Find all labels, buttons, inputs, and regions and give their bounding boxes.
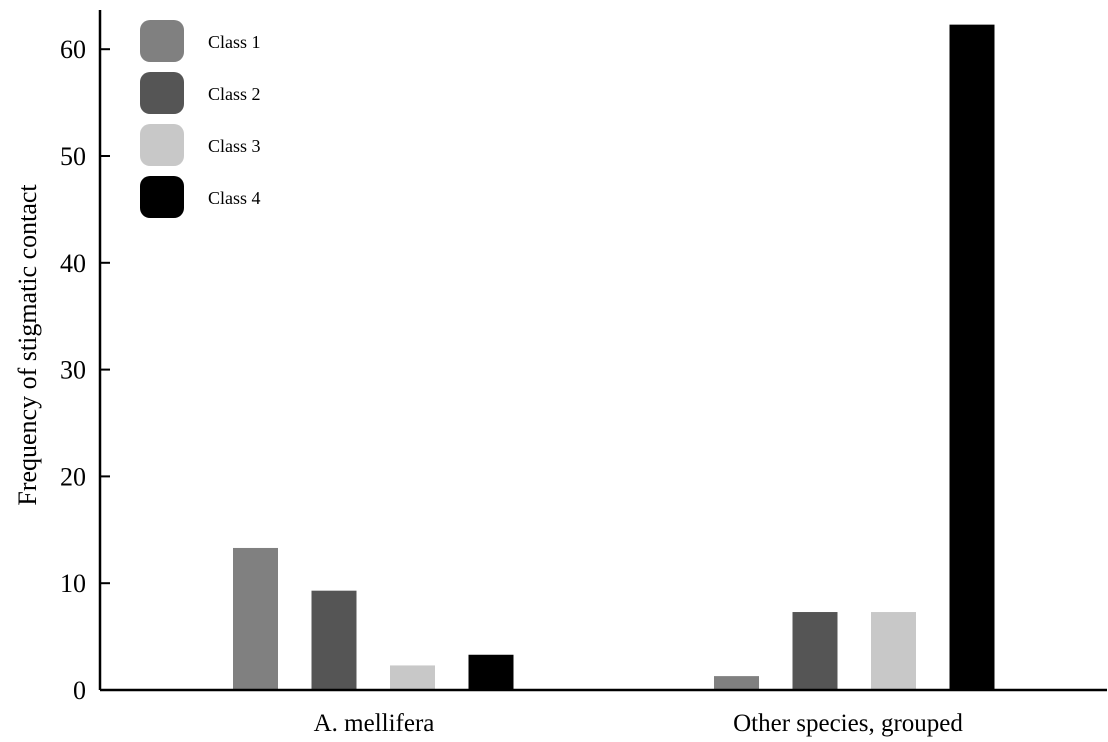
legend: Class 1 Class 2 Class 3 Class 4	[140, 20, 261, 218]
y-axis-label: Frequency of stigmatic contact	[13, 184, 42, 506]
axes	[98, 10, 1107, 692]
bar-class-2-other-species	[792, 612, 838, 690]
bar-class-3-other-species	[871, 612, 916, 690]
y-tick-label: 0	[73, 676, 86, 705]
y-tick-label: 60	[60, 35, 86, 64]
legend-swatch	[140, 124, 184, 166]
y-tick-label: 40	[60, 249, 86, 278]
legend-swatch	[140, 72, 184, 114]
bar-class-4-other-species	[949, 24, 995, 691]
legend-label: Class 4	[208, 188, 261, 208]
y-ticks: 0 10 20 30 40 50 60	[60, 35, 110, 705]
y-tick-label: 20	[60, 462, 86, 491]
bar-class-2-a-mellifera	[311, 590, 357, 690]
bar-class-4-a-mellifera	[468, 654, 514, 690]
bar-class-1-other-species	[714, 676, 759, 690]
legend-label: Class 3	[208, 136, 261, 156]
y-tick-label: 50	[60, 142, 86, 171]
legend-swatch	[140, 20, 184, 62]
legend-swatch	[140, 176, 184, 218]
bars	[233, 24, 995, 691]
x-category-label: Other species, grouped	[733, 710, 963, 737]
y-tick-label: 30	[60, 356, 86, 385]
y-tick-label: 10	[60, 569, 86, 598]
legend-label: Class 2	[208, 84, 261, 104]
x-category-label: A. mellifera	[314, 710, 435, 737]
legend-label: Class 1	[208, 32, 261, 52]
x-category-labels: A. mellifera Other species, grouped	[314, 710, 964, 737]
bar-class-1-a-mellifera	[233, 547, 278, 690]
bar-class-3-a-mellifera	[390, 665, 435, 690]
